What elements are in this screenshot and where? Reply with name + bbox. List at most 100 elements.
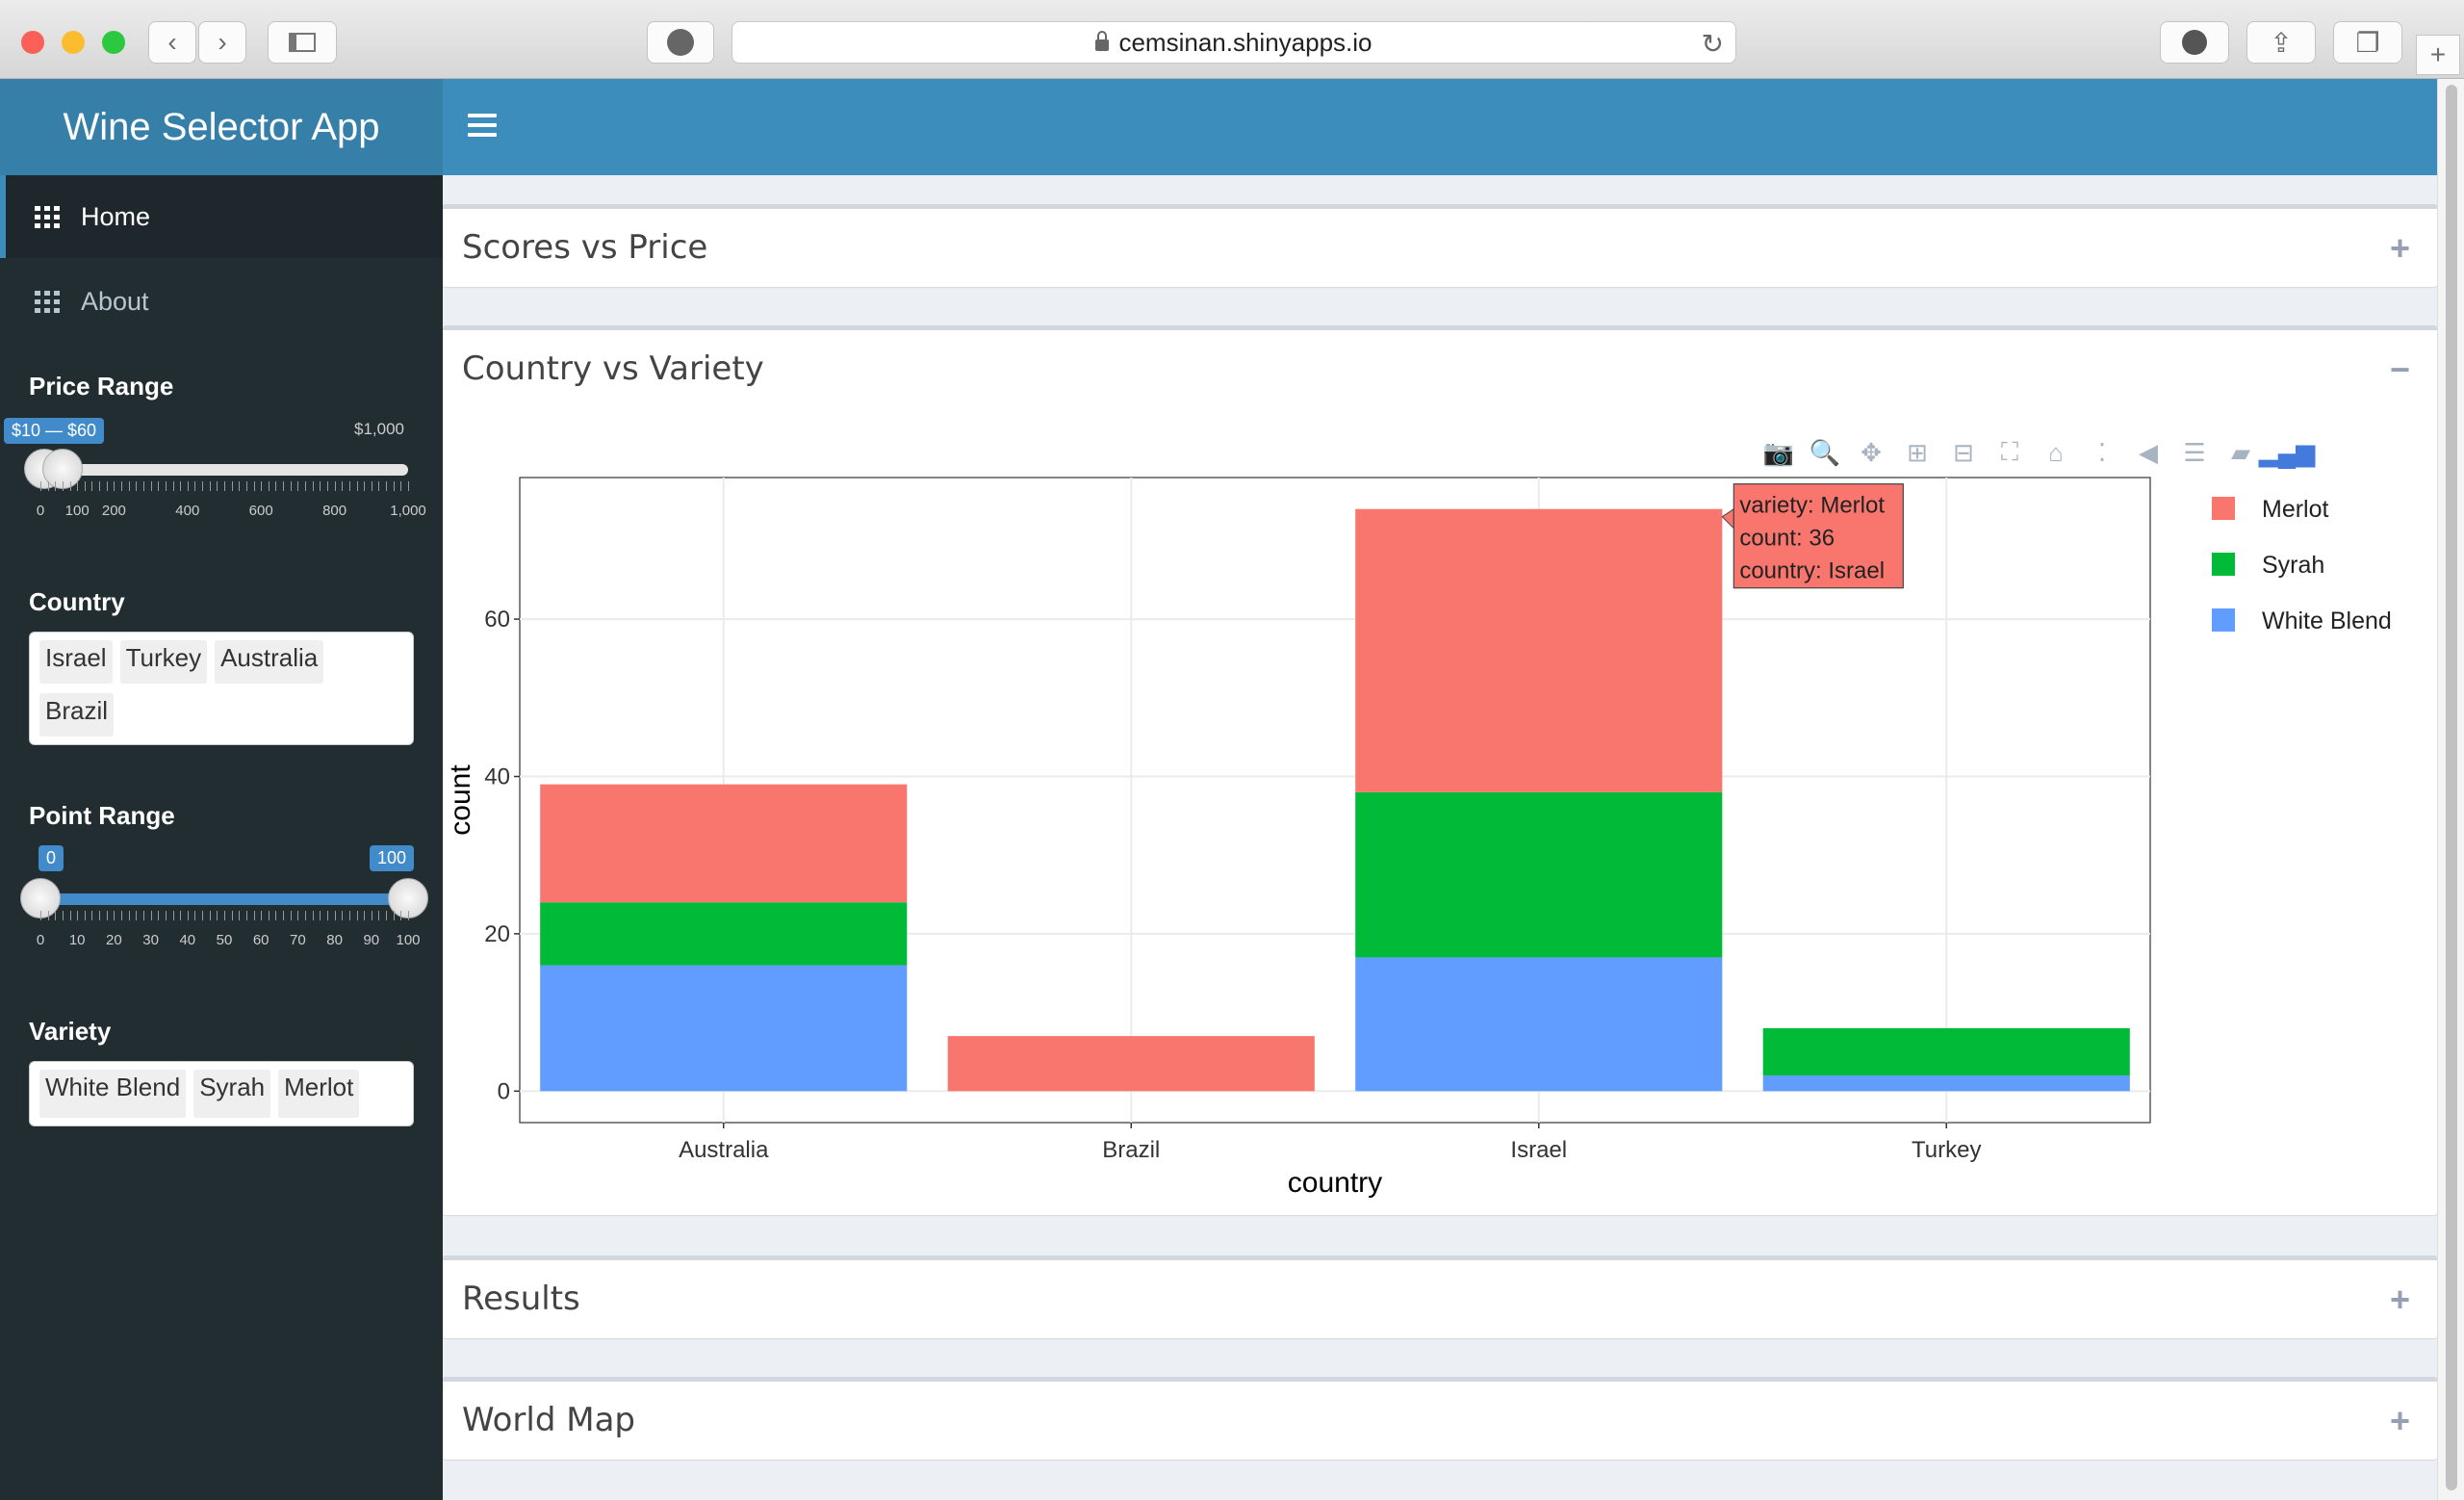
close-window-button[interactable] (21, 31, 44, 54)
slider-tick-label: 40 (179, 932, 196, 948)
home-icon[interactable]: ⌂ (2048, 437, 2064, 467)
plus-icon: + (2429, 39, 2447, 69)
slider-tick (91, 911, 93, 920)
selected-chip[interactable]: Israel (39, 640, 113, 684)
minimize-window-button[interactable] (62, 31, 85, 54)
sidebar-item-about[interactable]: About (0, 260, 443, 343)
selected-chip[interactable]: Brazil (39, 693, 115, 737)
expand-button[interactable]: + (2389, 1401, 2410, 1440)
spike-lines-icon[interactable]: ⁚ (2097, 437, 2107, 467)
box-title: Country vs Variety (462, 349, 764, 388)
slider-tick (342, 911, 344, 920)
bar-white-blend-israel[interactable] (1355, 957, 1723, 1092)
tooltip-line: country: Israel (1739, 558, 1885, 584)
bar-syrah-israel[interactable] (1355, 791, 1723, 958)
slider-tick (275, 481, 277, 491)
slider-tick (297, 481, 299, 491)
hover-closest-icon[interactable]: ◀ (2139, 437, 2158, 467)
new-tab-button[interactable]: + (2416, 35, 2460, 75)
expand-button[interactable]: + (2389, 1280, 2410, 1319)
app-logo[interactable]: Wine Selector App (0, 79, 443, 175)
sidebar-item-label: About (81, 286, 149, 316)
extension-button[interactable] (647, 21, 714, 64)
hamburger-menu-icon[interactable] (468, 114, 497, 139)
slider-tick (150, 481, 152, 491)
slider-tick (202, 911, 204, 920)
box-title: Scores vs Price (462, 228, 708, 267)
legend-swatch[interactable] (2212, 608, 2235, 632)
legend-label[interactable]: Merlot (2262, 496, 2329, 523)
tooltip-line: variety: Merlot (1739, 493, 1885, 519)
slider-tick (69, 911, 71, 920)
bar-merlot-israel[interactable] (1355, 508, 1723, 792)
slider-tick (400, 911, 402, 920)
back-button[interactable]: ‹ (148, 21, 196, 64)
box-title: Results (462, 1280, 580, 1318)
slider-tick-label: 0 (36, 503, 45, 519)
page-scrollbar[interactable] (2437, 79, 2464, 1500)
bar-white-blend-turkey[interactable] (1762, 1074, 2130, 1092)
slider-tick (320, 481, 321, 491)
plotly-logo-icon[interactable]: ▰ (2231, 437, 2250, 467)
selected-chip[interactable]: Turkey (119, 640, 208, 684)
slider-tick (364, 911, 366, 920)
slider-tick (180, 911, 182, 920)
selected-chip[interactable]: Australia (215, 640, 324, 684)
legend-swatch[interactable] (2212, 497, 2235, 520)
legend-label[interactable]: White Blend (2262, 608, 2392, 634)
legend-label[interactable]: Syrah (2262, 552, 2324, 579)
forward-button[interactable]: › (198, 21, 246, 64)
slider-tick (150, 911, 152, 920)
slider-tick (77, 481, 79, 491)
reload-icon[interactable]: ↻ (1701, 29, 1724, 59)
bar-merlot-brazil[interactable] (947, 1036, 1315, 1092)
x-tick-label: Israel (1510, 1137, 1567, 1163)
slider-tick (393, 911, 395, 920)
legend-swatch[interactable] (2212, 553, 2235, 576)
results-box: Results + (443, 1255, 2437, 1338)
slider-tick (297, 911, 299, 920)
selected-chip[interactable]: White Blend (39, 1070, 187, 1118)
scrollbar-thumb[interactable] (2446, 85, 2457, 1490)
slider-tick (136, 911, 138, 920)
bar-syrah-turkey[interactable] (1762, 1027, 2130, 1075)
selected-chip[interactable]: Syrah (193, 1070, 271, 1118)
maximize-window-button[interactable] (102, 31, 125, 54)
zoom-out-icon[interactable]: ⊟ (1953, 437, 1974, 467)
slider-tick (290, 481, 292, 491)
slider-tick-label: 10 (68, 932, 86, 948)
slider-tick (194, 481, 196, 491)
y-tick-label: 60 (484, 607, 510, 633)
address-bar[interactable]: cemsinan.shinyapps.io ↻ (732, 21, 1736, 64)
pan-icon[interactable]: ✥ (1861, 437, 1882, 467)
slider-tick (187, 911, 189, 920)
sidebar: Home About Price Range $10 — $60 $1,000 … (0, 175, 443, 1500)
camera-icon[interactable]: 📷 (1762, 437, 1795, 467)
hover-compare-icon[interactable]: ☰ (2183, 437, 2206, 467)
selected-chip[interactable]: Merlot (278, 1070, 360, 1118)
slider-tick (142, 911, 144, 920)
bar-white-blend-australia[interactable] (540, 965, 908, 1092)
tabs-button[interactable]: ❐ (2333, 21, 2402, 64)
variety-label: Variety (29, 1017, 112, 1046)
zoom-icon[interactable]: 🔍 (1809, 437, 1841, 467)
bar-syrah-australia[interactable] (540, 902, 908, 966)
variety-select[interactable]: White Blend Syrah Merlot (29, 1061, 414, 1126)
slider-tick (194, 911, 196, 920)
share-button[interactable]: ⇪ (2246, 21, 2316, 64)
bar-merlot-australia[interactable] (540, 784, 908, 903)
collapse-button[interactable]: − (2389, 349, 2410, 389)
slider-tick (245, 481, 247, 491)
slider-tick (334, 481, 336, 491)
expand-button[interactable]: + (2389, 228, 2410, 268)
slider-tick-label: 60 (252, 932, 270, 948)
zoom-in-icon[interactable]: ⊞ (1907, 437, 1928, 467)
downloads-button[interactable] (2160, 21, 2229, 64)
sidebar-item-home[interactable]: Home (0, 175, 443, 258)
sidebar-toggle-button[interactable] (268, 21, 337, 64)
country-select[interactable]: Israel Turkey Australia Brazil (29, 632, 414, 745)
slider-handle-high[interactable] (388, 878, 428, 918)
autoscale-icon[interactable]: ⛶ (2000, 437, 2019, 466)
slider-tick (84, 481, 86, 491)
slider-tick (47, 911, 49, 920)
